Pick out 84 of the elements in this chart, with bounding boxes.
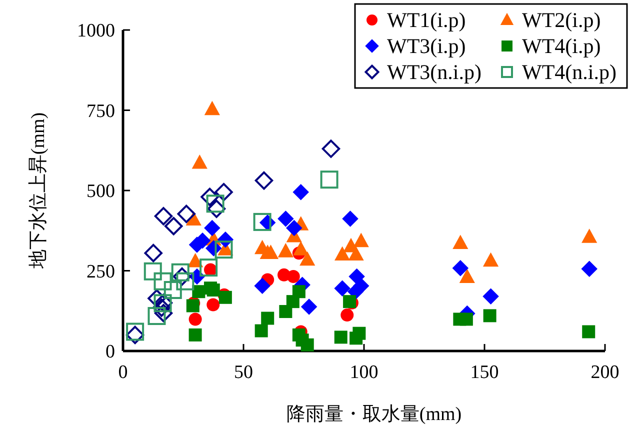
- y-tick-label: 1000: [77, 20, 115, 42]
- point: [206, 284, 220, 297]
- point: [342, 210, 358, 227]
- point: [460, 312, 473, 326]
- point: [214, 182, 233, 202]
- point: [126, 322, 144, 341]
- point: [144, 262, 162, 280]
- point: [164, 281, 182, 300]
- x-axis-title: 降雨量・取水量(mm): [286, 404, 462, 425]
- point: [152, 298, 171, 317]
- point: [340, 308, 354, 322]
- point: [126, 326, 144, 344]
- point: [171, 263, 190, 282]
- point: [322, 140, 340, 158]
- point: [353, 232, 369, 248]
- point: [214, 240, 233, 259]
- point: [154, 207, 173, 226]
- y-tick-label: 0: [106, 342, 115, 362]
- legend-label: WT2(i.p): [522, 8, 601, 32]
- point: [278, 210, 294, 227]
- point: [154, 272, 172, 290]
- point: [177, 204, 196, 224]
- point: [207, 200, 226, 218]
- point: [154, 304, 173, 322]
- point: [482, 252, 499, 267]
- y-tick-label: 500: [86, 181, 115, 202]
- point: [582, 325, 596, 338]
- point: [188, 312, 202, 326]
- point: [144, 244, 162, 262]
- point: [164, 217, 183, 236]
- point: [188, 328, 202, 342]
- point: [204, 100, 220, 116]
- point: [218, 290, 232, 304]
- y-tick-label: 250: [86, 261, 115, 282]
- x-tick-label: 200: [590, 362, 620, 383]
- point: [292, 184, 309, 200]
- point: [286, 270, 300, 284]
- point: [186, 299, 200, 312]
- point: [172, 267, 192, 286]
- legend-label: WT4(n.i.p): [522, 60, 616, 84]
- legend-label: WT4(i.p): [522, 34, 601, 58]
- point: [320, 170, 338, 189]
- y-axis-title: 地下水位上昇(mm): [28, 112, 49, 270]
- x-tick-label: 50: [234, 362, 253, 383]
- point: [334, 246, 350, 261]
- point: [482, 288, 499, 305]
- point: [279, 305, 292, 318]
- point: [200, 258, 218, 277]
- point: [278, 243, 294, 258]
- legend-label: WT1(i.p): [387, 8, 466, 32]
- point: [254, 171, 274, 190]
- point: [261, 312, 274, 325]
- point: [204, 220, 220, 236]
- point: [192, 154, 208, 169]
- point: [176, 272, 194, 290]
- point: [286, 220, 302, 236]
- point: [581, 260, 598, 277]
- point: [148, 307, 166, 326]
- point: [254, 278, 270, 294]
- legend-label: WT3(n.i.p): [387, 60, 482, 84]
- point: [300, 251, 316, 266]
- point: [452, 260, 469, 276]
- x-tick-label: 150: [470, 362, 499, 383]
- x-tick-label: 0: [118, 362, 128, 383]
- point: [254, 324, 268, 338]
- point: [483, 309, 496, 322]
- point: [200, 188, 219, 206]
- point: [459, 268, 475, 284]
- point: [334, 280, 350, 297]
- point: [300, 298, 318, 315]
- point: [206, 194, 224, 213]
- point: [253, 212, 272, 231]
- point: [286, 295, 300, 308]
- point: [348, 246, 364, 261]
- x-tick-label: 100: [350, 362, 378, 383]
- point: [334, 330, 348, 344]
- y-tick-label: 750: [86, 100, 115, 122]
- legend-label: WT3(i.p): [387, 34, 466, 58]
- point: [452, 234, 468, 249]
- point: [206, 298, 220, 312]
- point: [148, 289, 166, 308]
- point: [293, 241, 309, 256]
- point: [352, 326, 366, 340]
- point: [582, 228, 598, 243]
